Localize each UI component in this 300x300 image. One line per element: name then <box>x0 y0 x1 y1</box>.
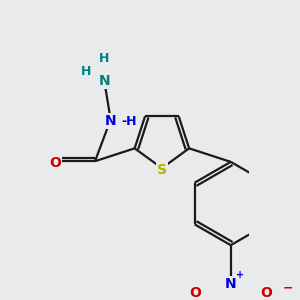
Text: -H: -H <box>121 115 136 128</box>
Text: N: N <box>225 277 236 291</box>
Text: O: O <box>260 286 272 299</box>
Text: S: S <box>157 163 167 177</box>
Text: H: H <box>99 52 109 64</box>
Text: O: O <box>189 286 201 299</box>
Text: N: N <box>105 114 116 128</box>
Text: +: + <box>236 270 244 280</box>
Text: O: O <box>50 156 61 170</box>
Text: H: H <box>81 64 91 78</box>
Text: N: N <box>98 74 110 88</box>
Text: −: − <box>283 282 293 295</box>
